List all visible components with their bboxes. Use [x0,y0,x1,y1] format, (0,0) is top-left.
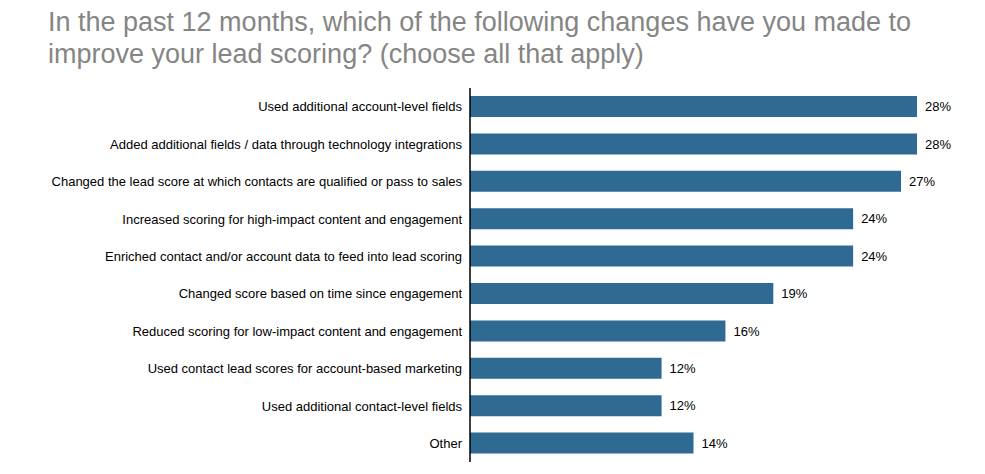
html-text:In the past 12 months, which o: In the past 12 months, which of the foll… [48,7,911,69]
svg-text:Increased scoring for high-imp: Increased scoring for high-impact conten… [122,212,462,227]
svg-text:24%: 24% [861,211,887,226]
svg-text:19%: 19% [781,286,807,301]
svg-text:Enriched contact and/or accoun: Enriched contact and/or account data to … [105,249,462,264]
svg-text:Added additional fields / data: Added additional fields / data through t… [110,137,462,152]
svg-text:24%: 24% [861,249,887,264]
svg-text:Used additional account-level: Used additional account-level fields [258,99,462,114]
svg-text:14%: 14% [702,436,728,451]
svg-text:16%: 16% [733,324,759,339]
svg-text:12%: 12% [670,398,696,413]
svg-text:28%: 28% [925,99,951,114]
svg-text:Changed score based on time si: Changed score based on time since engage… [179,286,463,301]
svg-text:28%: 28% [925,137,951,152]
svg-text:Changed the lead score at whic: Changed the lead score at which contacts… [52,174,463,189]
svg-text:12%: 12% [670,361,696,376]
svg-text:Used contact lead scores for a: Used contact lead scores for account-bas… [148,361,462,376]
svg-text:Reduced scoring for low-impact: Reduced scoring for low-impact content a… [132,324,462,339]
svg-text:Other: Other [429,436,462,451]
svg-text:27%: 27% [909,174,935,189]
svg-text:Used additional contact-level: Used additional contact-level fields [262,399,463,414]
